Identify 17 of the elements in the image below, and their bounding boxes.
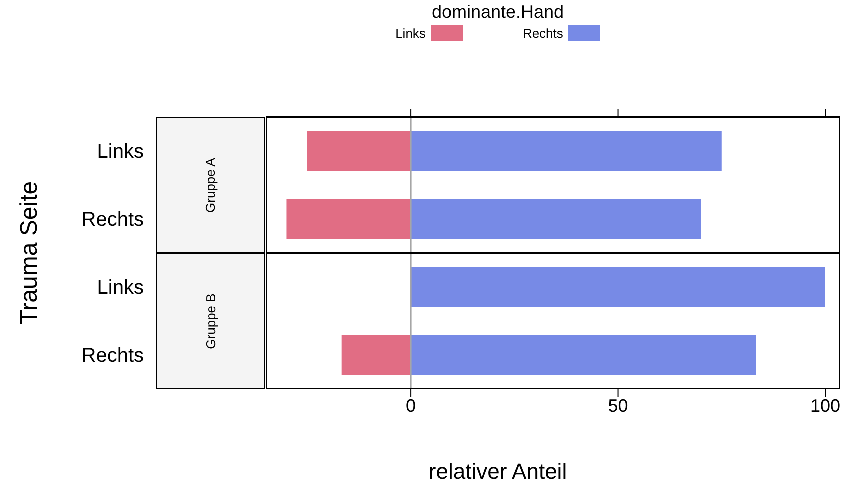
x-tick-label: 0: [406, 396, 416, 416]
x-tick-label: 50: [608, 396, 628, 416]
legend-label: Links: [396, 26, 426, 40]
text: Gruppe B: [203, 293, 218, 349]
y-tick-label: Links: [97, 277, 144, 299]
y-tick-label: Rechts: [82, 209, 144, 231]
x-axis-title: relativer Anteil: [428, 459, 568, 485]
y-tick-label: Links: [97, 141, 144, 163]
bar: [411, 267, 826, 307]
x-tick-label: 100: [810, 396, 841, 416]
legend-label: Rechts: [522, 26, 564, 40]
text: Gruppe A: [203, 158, 218, 212]
bar: [411, 335, 756, 375]
y-axis-title: Trauma Seite: [16, 181, 44, 325]
legend-title: dominante.Hand: [430, 2, 566, 23]
bar: [342, 335, 412, 375]
y-tick-label: Rechts: [82, 345, 144, 367]
